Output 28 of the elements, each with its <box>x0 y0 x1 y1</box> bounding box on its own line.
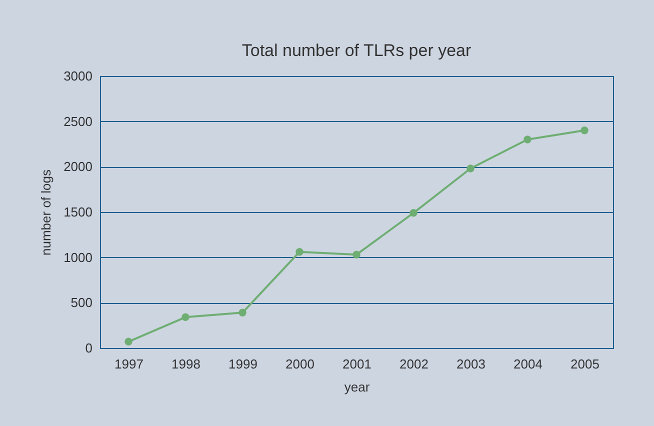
point <box>580 126 588 134</box>
y-tick-label: 1000 <box>64 250 92 265</box>
point <box>124 338 132 346</box>
point <box>466 164 474 172</box>
y-axis-title: number of logs <box>38 169 54 256</box>
x-tick-label: 2004 <box>514 356 542 372</box>
point <box>352 250 360 258</box>
y-tick-label: 1500 <box>64 204 92 220</box>
y-tick-label: 500 <box>70 295 92 310</box>
x-tick-label: 2000 <box>286 356 314 372</box>
point <box>296 248 304 256</box>
point <box>524 136 532 144</box>
x-tick-label: 1999 <box>228 356 258 372</box>
x-tick-label: 2003 <box>456 356 486 372</box>
y-tick-label: 2000 <box>64 159 92 174</box>
y-tick-label: 2500 <box>64 114 92 129</box>
x-tick-label: 1997 <box>114 356 144 372</box>
x-axis-title: year <box>344 380 370 394</box>
y-tick-label: 3000 <box>64 68 92 84</box>
chart-title: Total number of TLRs per year <box>242 41 472 60</box>
x-tick-label: 1998 <box>172 356 200 372</box>
x-tick-label: 2001 <box>342 356 372 372</box>
x-tick-label: 2002 <box>400 356 428 372</box>
x-tick-label: 2005 <box>570 356 600 372</box>
point <box>182 313 190 322</box>
point <box>238 308 246 317</box>
y-tick-label: 0 <box>85 340 92 356</box>
point <box>410 209 418 217</box>
